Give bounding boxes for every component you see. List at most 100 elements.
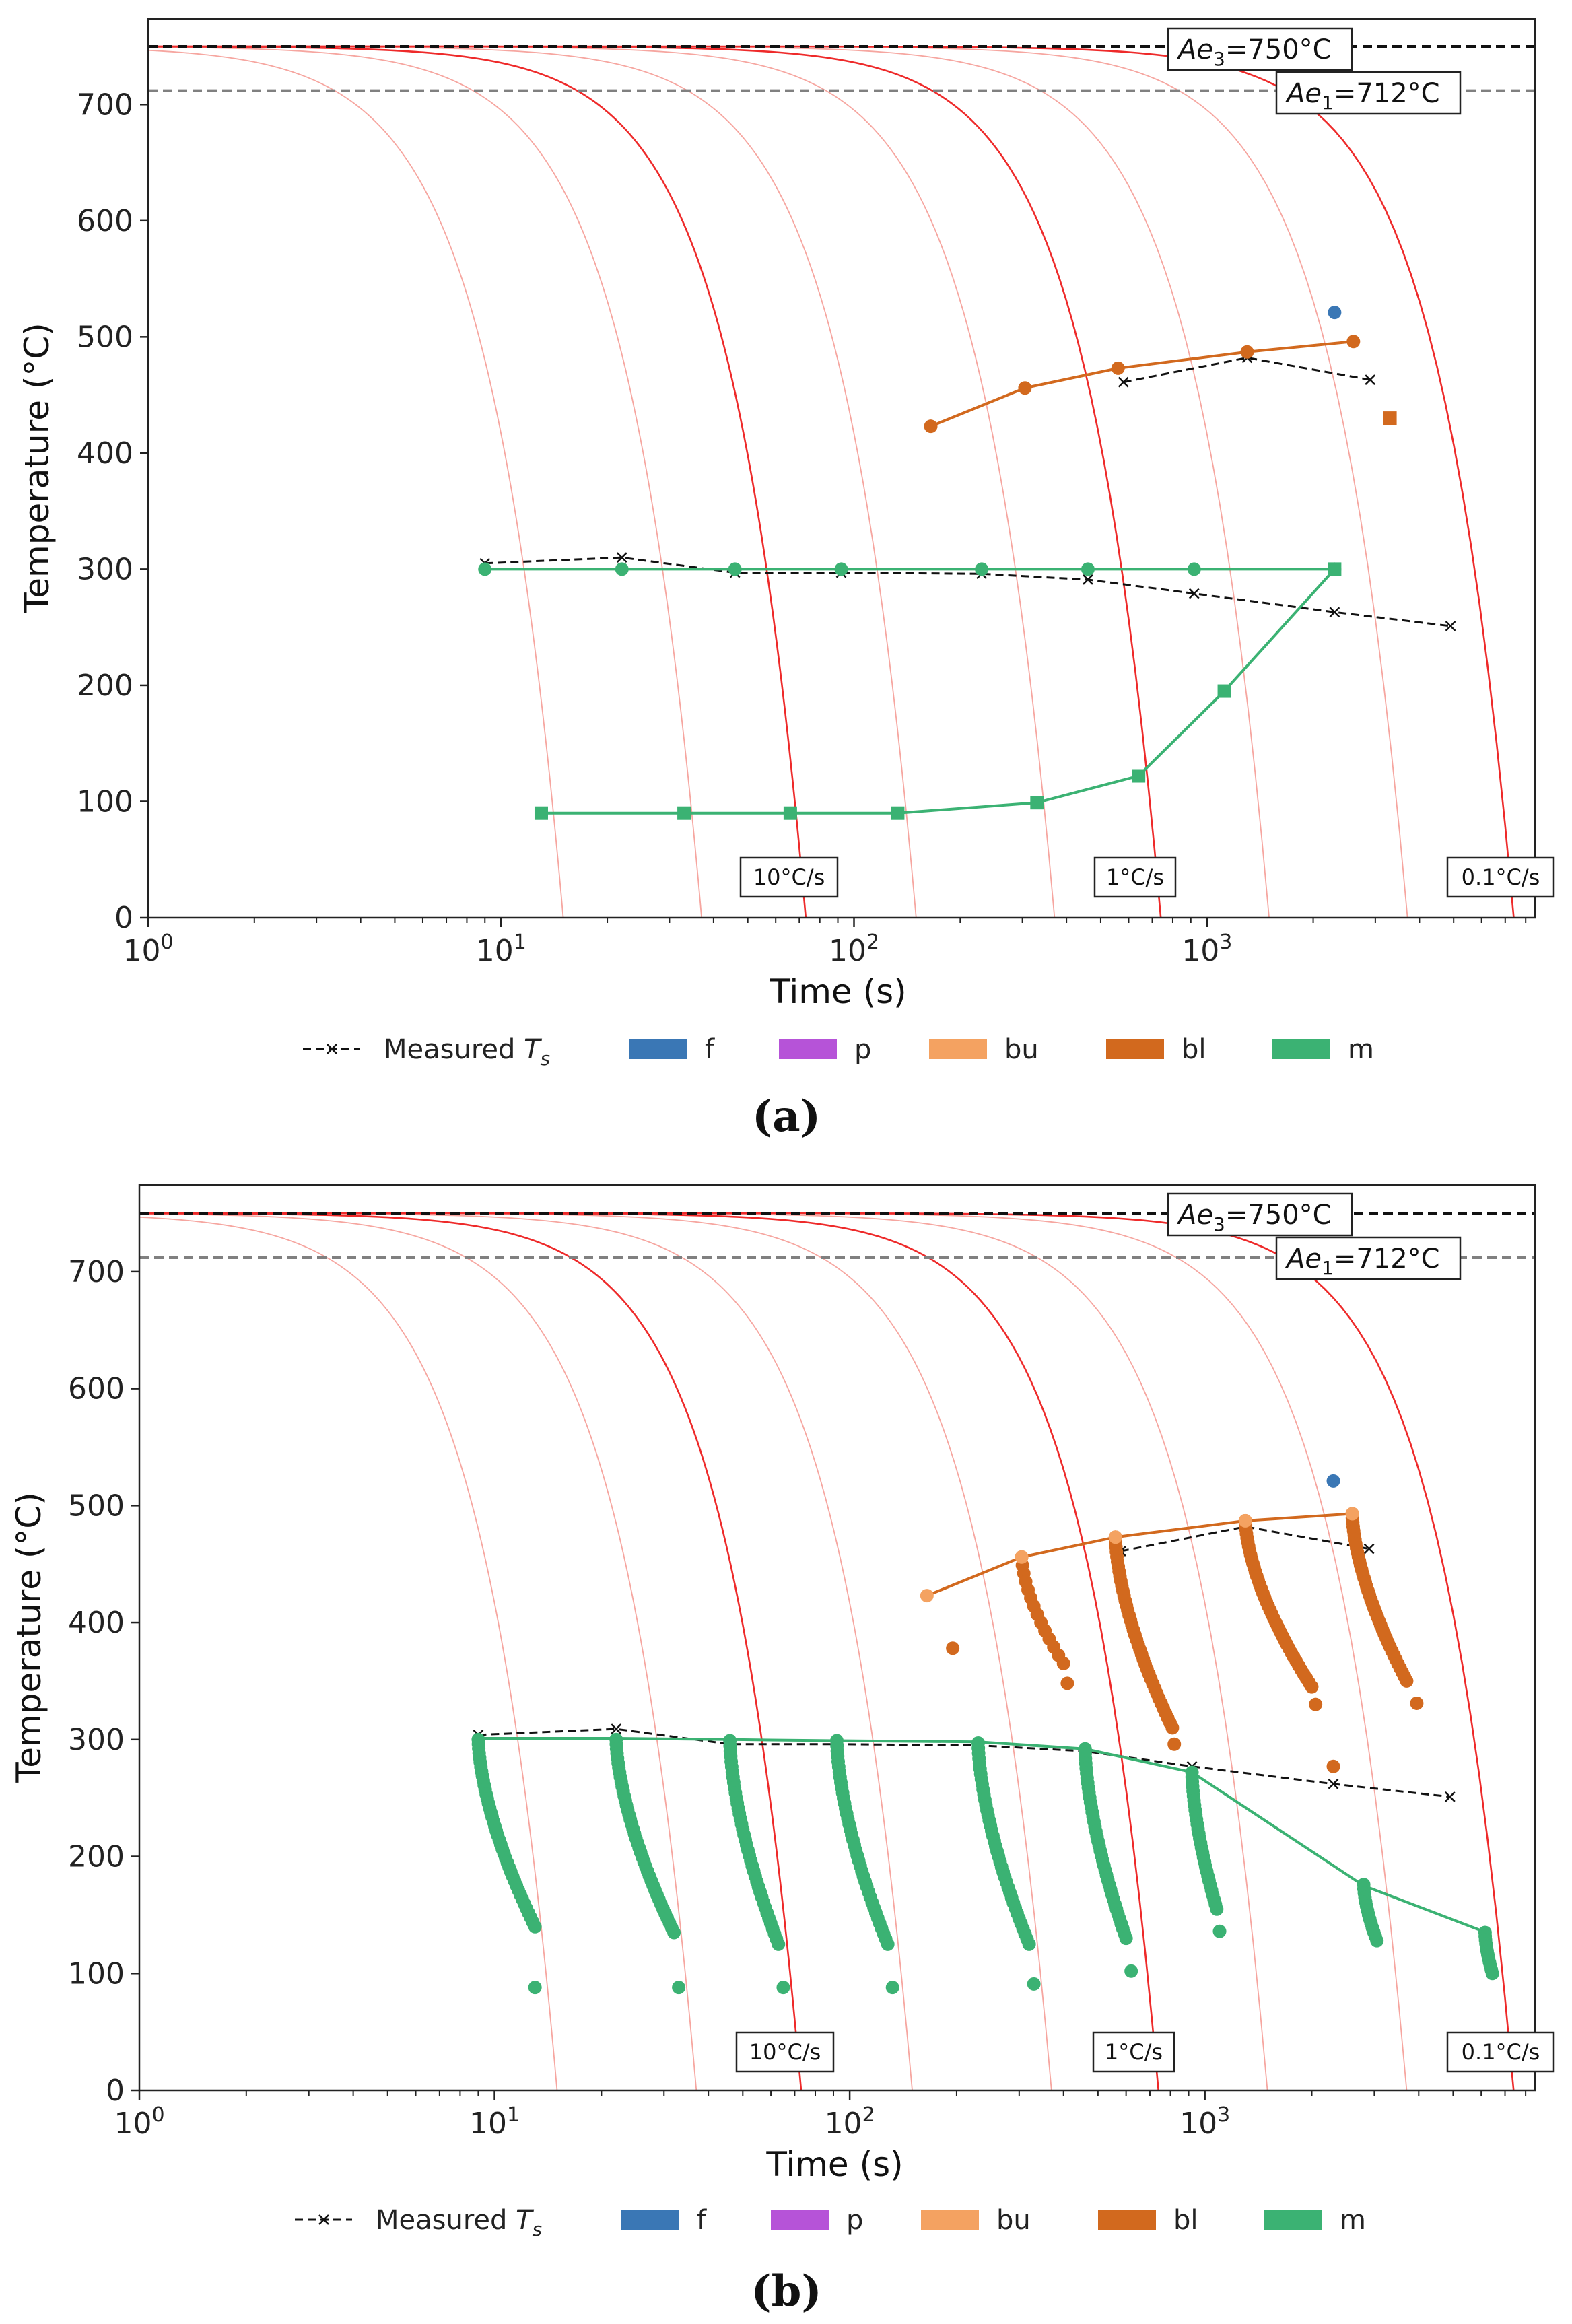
legend-label-bu: bu: [1004, 1034, 1039, 1065]
data-series: [473, 1512, 1487, 1934]
legend-swatch-p: [771, 2210, 829, 2230]
legend-swatch-bu: [929, 1039, 987, 1059]
legend-swatch-m: [1272, 1039, 1330, 1059]
y-tick-label: 600: [77, 204, 133, 238]
legend-swatch-m: [1264, 2210, 1322, 2230]
bu-marker: [1108, 1530, 1122, 1544]
m-scatter-point: [1119, 1932, 1133, 1946]
panel-label: (b): [751, 2266, 821, 2317]
legend-label-bl: bl: [1173, 2205, 1198, 2236]
m-scatter-point: [1370, 1934, 1384, 1948]
legend-measured-marker: [318, 2214, 329, 2225]
measured-ts-line: [1120, 1526, 1369, 1552]
cooling-curve: [148, 46, 917, 918]
cooling-curve: [139, 1212, 913, 2090]
cooling-curve: [139, 1213, 697, 2090]
panel-label: (a): [752, 1091, 821, 1142]
m-marker: [1328, 562, 1342, 576]
x-tick-label: 103: [1182, 930, 1232, 968]
legend-label-p: p: [846, 2205, 863, 2236]
m-scatter-point: [772, 1937, 786, 1951]
legend-label-bl: bl: [1182, 1034, 1206, 1065]
bl-marker: [1383, 411, 1397, 425]
cooling-curve: [139, 1212, 802, 2090]
x-tick-label: 102: [825, 2103, 875, 2141]
m-marker: [975, 562, 989, 576]
legend-swatch-bu: [921, 2210, 979, 2230]
x-tick-label: 100: [123, 930, 173, 968]
m-scatter-point: [667, 1925, 681, 1940]
rate-label-10: 10°C/s: [739, 856, 839, 898]
y-tick-label: 200: [68, 1840, 125, 1874]
m-line: [541, 568, 1336, 815]
legend: Measured Ts f p bu bl m: [295, 2205, 1366, 2241]
ae1-label: Ae1=712°C: [1275, 1236, 1462, 1280]
m-scatter-point: [1124, 1964, 1138, 1978]
bl-marker: [946, 1641, 960, 1655]
bl-line: [926, 1512, 1353, 1597]
m-marker: [677, 806, 691, 820]
m-scatter-point: [1022, 1937, 1036, 1951]
y-tick-label: 400: [77, 436, 133, 471]
legend-measured-label: Measured Ts: [376, 2205, 542, 2241]
bl-scatter-point: [1309, 1697, 1323, 1711]
x-axis-ticks: 100 101 102 103: [114, 2090, 1527, 2141]
legend-label-m: m: [1340, 2205, 1366, 2236]
y-axis-ticks: 0 100 200 300 400 500 600 700: [77, 88, 148, 935]
m-marker: [1187, 562, 1201, 576]
measured-ts-marker: [1363, 1543, 1375, 1554]
m-marker: [615, 562, 629, 576]
bl-scatter-point: [1060, 1676, 1074, 1690]
rate-label-0.1: 0.1°C/s: [1446, 2031, 1555, 2073]
measured-ts-marker: [1188, 588, 1200, 599]
f-marker: [1326, 1474, 1340, 1488]
ae3-label: Ae3=750°C: [1167, 1192, 1353, 1237]
legend-label-f: f: [697, 2205, 707, 2236]
y-tick-label: 700: [68, 1255, 125, 1289]
bu-marker: [1345, 1507, 1359, 1521]
measured-ts-marker: [1329, 607, 1340, 618]
data-points: [1328, 306, 1397, 425]
m-scatter-point: [1485, 1967, 1499, 1981]
legend-label-bu: bu: [996, 2205, 1031, 2236]
bl-scatter-point: [1056, 1656, 1070, 1670]
cooling-curve: [148, 46, 1408, 918]
bl-scatter-point: [1167, 1737, 1182, 1751]
m-marker: [783, 806, 797, 820]
legend-measured-label: Measured Ts: [384, 1034, 550, 1070]
legend-swatch-bl: [1098, 2210, 1156, 2230]
m-marker: [1030, 796, 1044, 810]
m-scatter-point: [528, 1981, 542, 1995]
x-axis-ticks: 100 101 102 103: [123, 918, 1527, 968]
measured-ts-marker: [1083, 574, 1093, 585]
svg-text:0.1°C/s: 0.1°C/s: [1462, 2039, 1540, 2065]
measured-ts-marker: [611, 1723, 622, 1735]
y-tick-label: 300: [68, 1723, 125, 1757]
x-tick-label: 100: [114, 2103, 164, 2141]
measured-ts-line: [485, 556, 1451, 627]
bl-marker: [924, 419, 938, 434]
bl-scatter-point: [1400, 1674, 1414, 1688]
m-scatter-point: [528, 1919, 542, 1934]
x-tick-label: 103: [1180, 2103, 1230, 2141]
legend-swatch-p: [779, 1039, 837, 1059]
y-tick-label: 0: [114, 901, 133, 935]
bu-marker: [920, 1589, 934, 1603]
y-tick-label: 500: [68, 1489, 125, 1523]
scatter-clusters: [471, 1507, 1499, 1995]
legend-swatch-f: [621, 2210, 679, 2230]
legend-label-m: m: [1348, 1034, 1374, 1065]
cooling-curves: [139, 1212, 1515, 2090]
bl-scatter-point: [1410, 1696, 1424, 1710]
m-scatter-point: [1210, 1902, 1224, 1916]
svg-text:Ae1=712°C: Ae1=712°C: [1285, 1243, 1440, 1279]
bl-scatter-point: [1305, 1680, 1319, 1694]
cooling-curves: [148, 45, 1515, 918]
y-tick-label: 100: [68, 1956, 125, 1991]
bl-line: [930, 340, 1354, 428]
rate-label-0.1: 0.1°C/s: [1446, 856, 1555, 898]
m-marker: [478, 562, 492, 576]
svg-text:10°C/s: 10°C/s: [749, 2039, 821, 2065]
rate-label-10: 10°C/s: [735, 2031, 835, 2073]
